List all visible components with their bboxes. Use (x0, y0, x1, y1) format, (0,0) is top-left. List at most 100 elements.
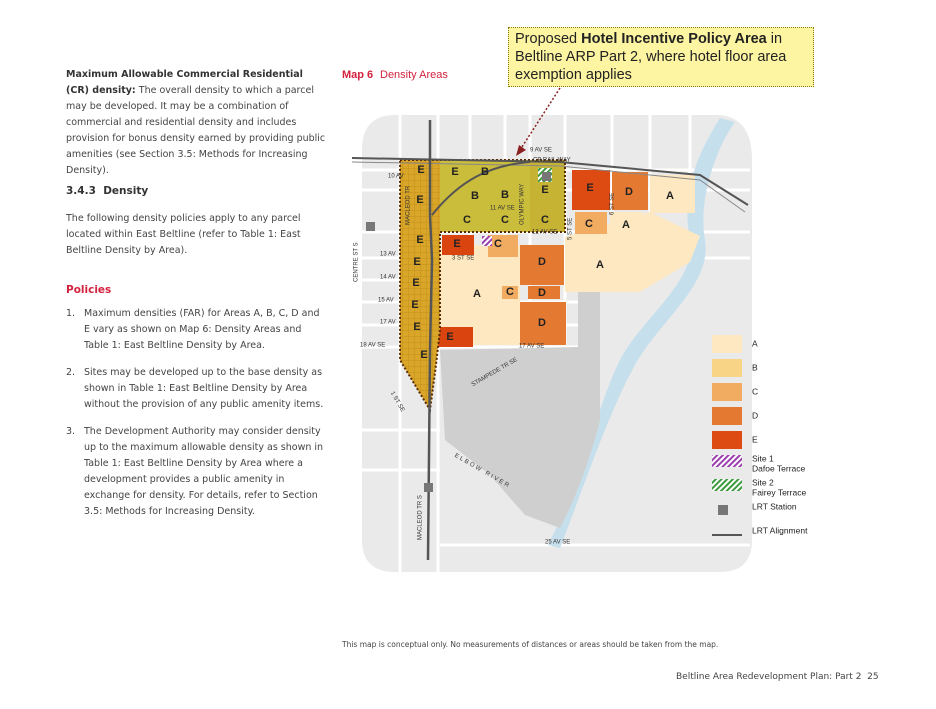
street-label: 17 AV (380, 320, 396, 326)
map-shape (572, 170, 610, 210)
zone-label: A (666, 190, 674, 202)
legend-swatch (712, 479, 742, 491)
legend-label: LRT Alignment (752, 525, 808, 535)
map-label: Map 6 (342, 69, 373, 81)
legend-swatch (712, 335, 742, 353)
legend-swatch (712, 431, 742, 449)
zone-label: C (541, 214, 549, 226)
map-shape (575, 212, 607, 234)
zone-label: C (501, 214, 509, 226)
callout-emphasis: Hotel Incentive Policy Area (581, 31, 767, 47)
street-label: 11 AV SE (490, 206, 515, 212)
section-text: The following density policies apply to … (66, 213, 301, 256)
street-label: 13 AV (380, 252, 396, 258)
street-label: MACLEOD TR S (418, 495, 424, 540)
map-shape (502, 286, 518, 299)
definition-term: Maximum Allowable Commercial Residential… (66, 69, 303, 96)
section-number: 3.4.3 (66, 185, 96, 197)
legend-swatch (712, 455, 742, 467)
street-label: 5 ST SE (568, 218, 574, 240)
street-label: CP RAIL WAY (533, 158, 571, 164)
map-note: This map is conceptual only. No measurem… (342, 640, 719, 649)
policy-number: 3. (66, 426, 76, 437)
map-shape (351, 157, 749, 206)
zone-label: B (471, 190, 479, 202)
policy-item: 3. The Development Authority may consider… (66, 424, 328, 520)
policy-number: 1. (66, 308, 76, 319)
map-shape (426, 120, 434, 561)
map-shape (516, 145, 526, 156)
legend-label: E (752, 434, 758, 444)
map-shape (548, 118, 735, 548)
zone-label: E (586, 182, 593, 194)
street-label: MACLEOD TR (406, 185, 412, 225)
definition-reference: (see Section 3.5: Methods for Increasing… (66, 149, 308, 176)
section: 3.4.3 Density The following density poli… (66, 183, 328, 259)
policies-title: Policies (66, 284, 112, 296)
map-shape (520, 302, 566, 345)
definition-text: The overall density to which a parcel ma… (66, 85, 326, 160)
street-label: 17 AV SE (519, 344, 544, 350)
legend-label: Site 1 (752, 453, 774, 463)
street-label: 15 AV (378, 298, 394, 304)
zone-label: E (451, 166, 458, 178)
street-label: 18 AV SE (360, 343, 385, 349)
map-shape (437, 327, 473, 347)
policy-item: 2. Sites may be developed up to the base … (66, 365, 328, 413)
map-shape (399, 159, 566, 413)
page-number: 25 (867, 672, 879, 682)
map-shape (528, 286, 560, 299)
legend-label: B (752, 362, 758, 372)
legend-detail: Dafoe Terrace (752, 463, 806, 473)
map-shape (366, 222, 375, 231)
map-shape (431, 161, 531, 216)
street-label: 12 AV SE (532, 230, 557, 236)
policy-text: The Development Authority may consider d… (84, 426, 324, 517)
legend-swatch (718, 505, 728, 515)
legend-label: Site 2 (752, 477, 774, 487)
street-label: OLYMPIC WAY (520, 184, 526, 225)
map-shape (610, 212, 642, 237)
policy-list: 1. Maximum densities (FAR) for Areas A, B… (66, 306, 328, 520)
map-title: Density Areas (380, 69, 448, 81)
legend-detail: Fairey Terrace (752, 487, 806, 497)
legend-label: LRT Station (752, 501, 797, 511)
zone-label: E (541, 184, 548, 196)
street-label: 9 AV SE (530, 148, 552, 154)
map-shape (612, 172, 648, 210)
footer: Beltline Area Redevelopment Plan: Part 2… (676, 672, 879, 682)
zone-label: A (473, 288, 481, 300)
street-label: 3 ST SE (452, 256, 474, 262)
street-label: 10 AV (388, 174, 404, 180)
street-label: 14 AV (380, 275, 396, 281)
map-shape (650, 175, 695, 213)
policies: Policies 1. Maximum densities (FAR) for A… (66, 282, 328, 531)
zone-label: B (481, 166, 489, 178)
map-shape (440, 292, 600, 528)
callout: Proposed Hotel Incentive Policy Area in … (508, 27, 814, 87)
map-shape (442, 235, 474, 255)
zone-label: E (411, 299, 418, 311)
zone-label: C (463, 214, 471, 226)
legend-label: C (752, 386, 758, 396)
policy-number: 2. (66, 367, 76, 378)
zone-label: A (596, 259, 604, 271)
definition: Maximum Allowable Commercial Residential… (66, 67, 328, 179)
section-heading: 3.4.3 Density (66, 183, 328, 199)
policy-item: 1. Maximum densities (FAR) for Areas A, B… (66, 306, 328, 354)
zone-label: E (453, 238, 460, 250)
zone-label: B (501, 189, 509, 201)
footer-text: Beltline Area Redevelopment Plan: Part 2 (676, 672, 862, 682)
zone-label: E (416, 234, 423, 246)
legend-swatch (712, 359, 742, 377)
zone-label: A (622, 219, 630, 231)
legend-label: D (752, 410, 758, 420)
map-shape (520, 245, 564, 285)
zone-label: C (506, 286, 514, 298)
callout-prefix: Proposed (515, 31, 578, 47)
section-title: Density (103, 185, 149, 197)
map-shape (351, 161, 746, 213)
